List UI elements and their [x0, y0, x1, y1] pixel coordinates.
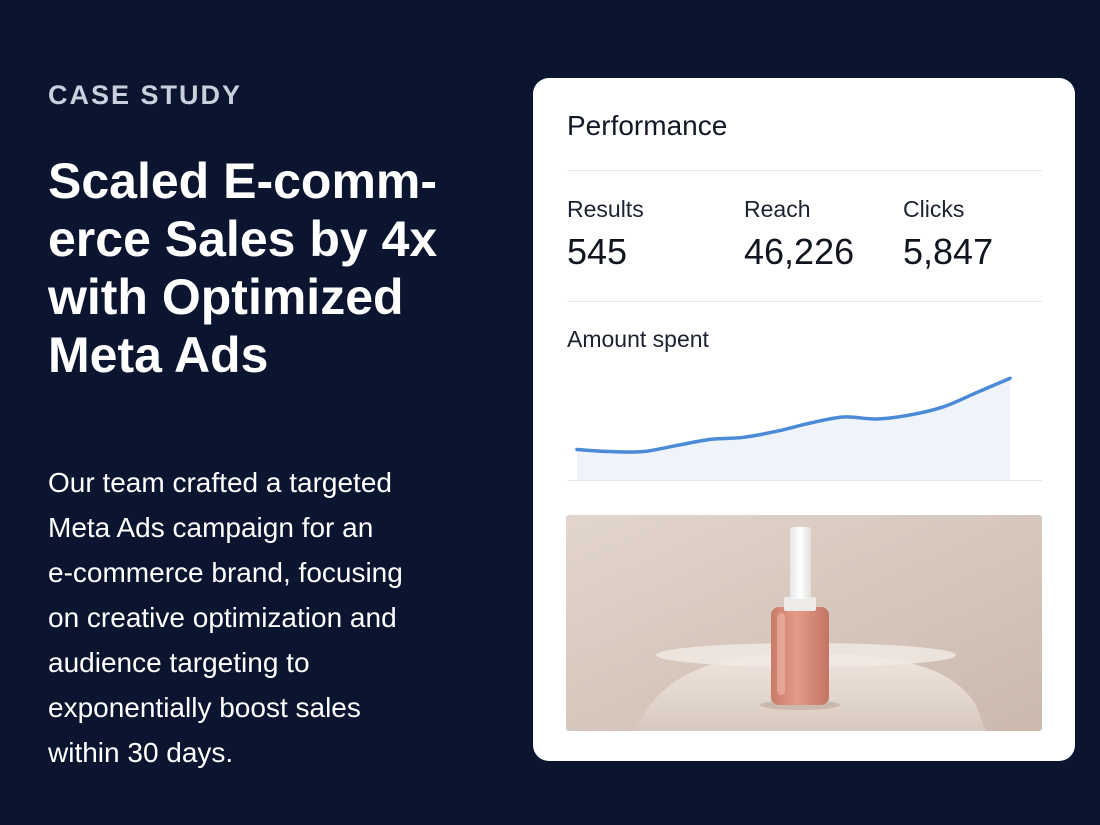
performance-card: Performance Results 545 Reach 46,226 Cli… [533, 78, 1075, 761]
metric-value: 5,847 [903, 231, 994, 272]
headline-line: Meta Ads [48, 327, 269, 383]
metric-reach: Reach 46,226 [744, 196, 854, 273]
card-title: Performance [567, 110, 728, 141]
description-line: audience targeting to [48, 647, 310, 678]
headline-line: erce Sales by 4x [48, 211, 438, 267]
metric-label: Reach [744, 196, 811, 222]
description: Our team crafted a targeted Meta Ads cam… [48, 460, 518, 775]
chart-label: Amount spent [567, 326, 709, 352]
metric-value: 545 [567, 231, 628, 272]
metric-label: Results [567, 196, 644, 222]
description-line: exponentially boost sales [48, 692, 361, 723]
description-line: Meta Ads campaign for an [48, 512, 374, 543]
headline-line: Scaled E-comm- [48, 153, 438, 209]
headline-line: with Optimized [48, 269, 404, 325]
description-line: Our team crafted a targeted [48, 467, 392, 498]
divider [567, 170, 1042, 171]
description-line: on creative optimization and [48, 602, 397, 633]
metric-label: Clicks [903, 196, 965, 222]
divider [567, 301, 1042, 302]
metric-value: 46,226 [744, 231, 855, 272]
headline: Scaled E-comm- erce Sales by 4x with Opt… [48, 152, 518, 384]
product-image [566, 515, 1042, 731]
metric-clicks: Clicks 5,847 [903, 196, 993, 273]
metric-results: Results 545 [567, 196, 644, 273]
amount-spent-chart [567, 376, 1042, 481]
nail-polish-bottle-icon [566, 515, 1042, 731]
description-line: within 30 days. [48, 737, 234, 768]
chart-series-line [575, 376, 1012, 454]
description-line: e-commerce brand, focusing [48, 557, 403, 588]
chart-area [577, 378, 1010, 480]
eyebrow-label: CASE STUDY [48, 80, 243, 110]
